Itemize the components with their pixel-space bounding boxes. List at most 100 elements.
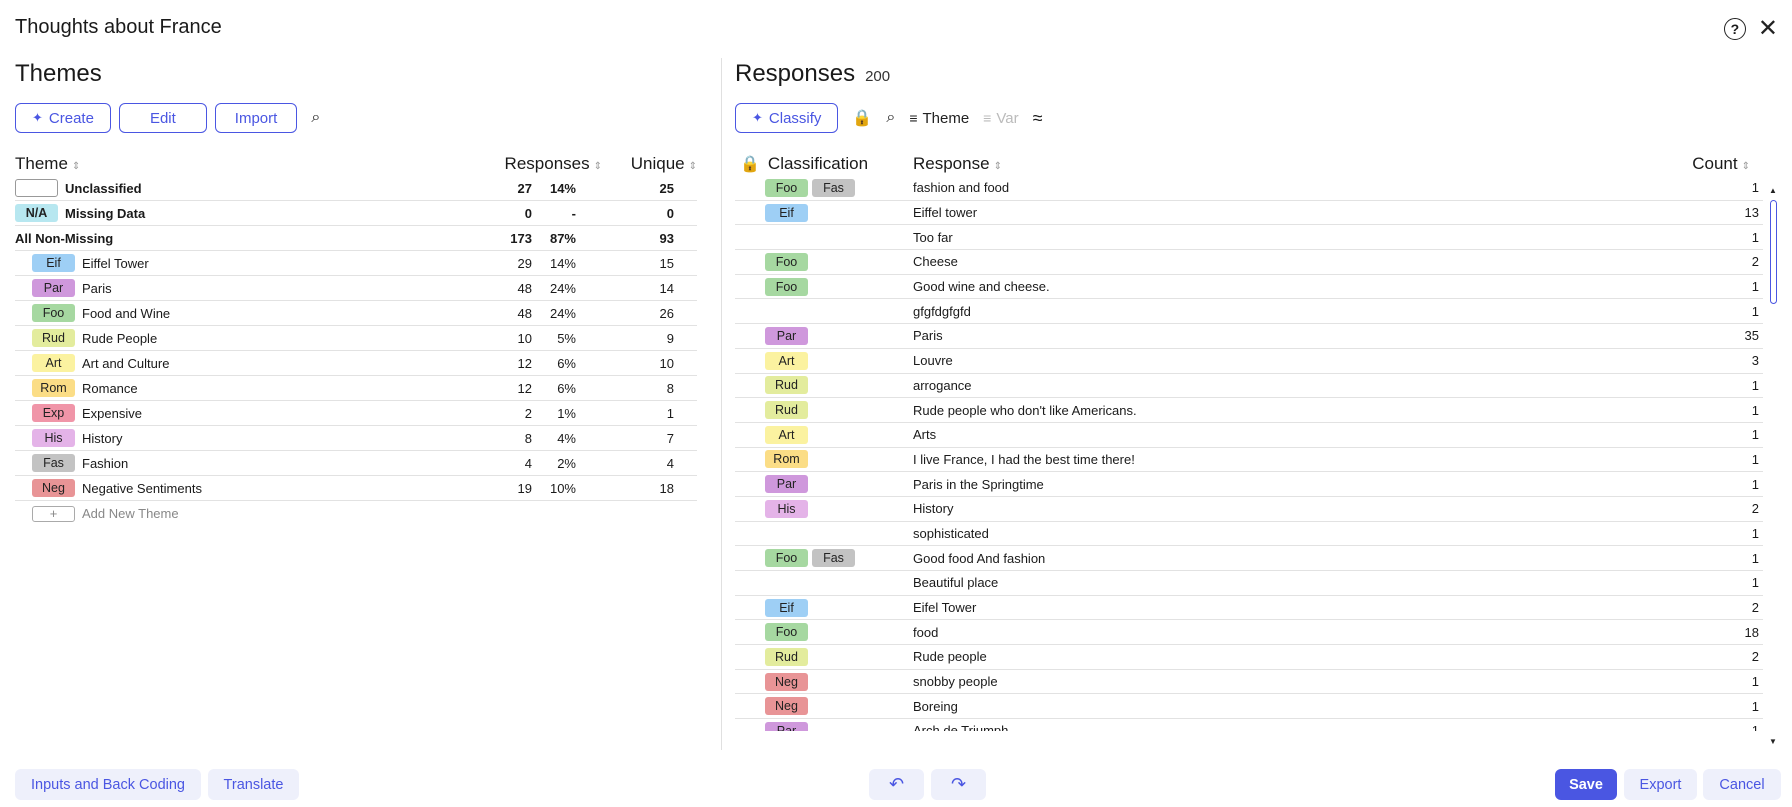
response-row[interactable]: Foo Cheese 2 bbox=[735, 250, 1763, 275]
theme-row[interactable]: Neg Negative Sentiments 19 10% 18 bbox=[15, 476, 697, 501]
var-filter[interactable]: ≡ Var bbox=[983, 110, 1018, 127]
classification-cell[interactable]: Rom bbox=[735, 450, 913, 469]
theme-unique-count: 8 bbox=[666, 380, 674, 396]
response-row[interactable]: Art Arts 1 bbox=[735, 423, 1763, 448]
help-icon[interactable]: ? bbox=[1723, 18, 1746, 40]
theme-row[interactable]: Rom Romance 12 6% 8 bbox=[15, 376, 697, 401]
response-row[interactable]: gfgfdgfgfd 1 bbox=[735, 299, 1763, 325]
unique-column-header[interactable]: Unique ⇕ bbox=[602, 154, 697, 174]
classification-cell[interactable]: Foo bbox=[735, 277, 913, 296]
classification-tag: Art bbox=[765, 425, 808, 444]
response-row[interactable]: Eif Eiffel tower 13 bbox=[735, 201, 1763, 226]
theme-row[interactable]: Par Paris 48 24% 14 bbox=[15, 276, 697, 301]
response-row[interactable]: Foo food 18 bbox=[735, 620, 1763, 646]
response-row[interactable]: Beautiful place 1 bbox=[735, 571, 1763, 596]
undo-button[interactable]: ↶ bbox=[869, 769, 924, 800]
count-column-header[interactable]: Count ⇕ bbox=[1673, 154, 1750, 174]
response-row[interactable]: Foo Fas fashion and food 1 bbox=[735, 176, 1763, 201]
response-row[interactable]: Art Louvre 3 bbox=[735, 349, 1763, 374]
theme-row[interactable]: Art Art and Culture 12 6% 10 bbox=[15, 351, 697, 376]
approx-icon[interactable]: ≈ bbox=[1032, 107, 1043, 128]
response-row[interactable]: Foo Good wine and cheese. 1 bbox=[735, 275, 1763, 300]
classification-cell[interactable]: Art bbox=[735, 351, 913, 370]
close-icon[interactable]: ✕ bbox=[1757, 15, 1778, 42]
classify-button[interactable]: ✦ Classify bbox=[735, 103, 839, 133]
response-column-header[interactable]: Response ⇕ bbox=[913, 154, 1673, 174]
classification-cell[interactable]: Foo bbox=[735, 252, 913, 271]
scroll-down-icon[interactable]: ▼ bbox=[1769, 737, 1777, 746]
theme-row[interactable]: Rud Rude People 10 5% 9 bbox=[15, 326, 697, 351]
lock-icon[interactable]: 🔒 bbox=[740, 156, 760, 173]
response-row[interactable]: Rom I live France, I had the best time th… bbox=[735, 448, 1763, 473]
themes-panel: Themes ✦ Create Edit Import ⌕ Theme ⇕ Res… bbox=[15, 60, 697, 526]
theme-name-cell: Fas Fashion bbox=[15, 454, 466, 472]
classification-cell[interactable]: Rud bbox=[735, 376, 913, 395]
cancel-button[interactable]: Cancel bbox=[1703, 769, 1781, 800]
sparkle-icon: ✦ bbox=[32, 110, 43, 125]
theme-column-header[interactable]: Theme ⇕ bbox=[15, 154, 504, 174]
responses-column-header[interactable]: Responses ⇕ bbox=[504, 154, 602, 174]
response-row[interactable]: Neg snobby people 1 bbox=[735, 670, 1763, 695]
summary-row[interactable]: N/A Missing Data 0 - 0 bbox=[15, 201, 697, 226]
response-row[interactable]: Rud Rude people who don't like Americans.… bbox=[735, 398, 1763, 423]
classification-cell[interactable]: Rud bbox=[735, 647, 913, 666]
classification-cell[interactable]: Par bbox=[735, 475, 913, 494]
classification-tag: Rud bbox=[765, 401, 808, 420]
classification-cell[interactable]: Eif bbox=[735, 598, 913, 617]
classification-cell[interactable]: Foo Fas bbox=[735, 549, 913, 568]
theme-name: Romance bbox=[82, 380, 138, 396]
classification-cell[interactable]: Foo bbox=[735, 623, 913, 642]
response-row[interactable]: Par Arch de Triumph 1 bbox=[735, 719, 1763, 731]
inputs-back-coding-button[interactable]: Inputs and Back Coding bbox=[15, 769, 201, 800]
theme-filter[interactable]: ≡ Theme bbox=[909, 110, 969, 127]
classification-cell[interactable]: Eif bbox=[735, 203, 913, 222]
responses-scrollbar[interactable]: ▲ ▼ bbox=[1768, 186, 1778, 746]
summary-row[interactable]: Unclassified 27 14% 25 bbox=[15, 176, 697, 201]
response-row[interactable]: Foo Fas Good food And fashion 1 bbox=[735, 546, 1763, 571]
response-row[interactable]: Rud Rude people 2 bbox=[735, 645, 1763, 670]
save-button[interactable]: Save bbox=[1555, 769, 1617, 800]
response-row[interactable]: Par Paris in the Springtime 1 bbox=[735, 472, 1763, 497]
top-icons: ? ✕ bbox=[1723, 15, 1778, 42]
lock-icon[interactable]: 🔒 bbox=[852, 110, 873, 127]
response-text: Cheese bbox=[913, 254, 958, 270]
edit-button[interactable]: Edit bbox=[118, 103, 207, 133]
classification-cell[interactable]: Foo Fas bbox=[735, 178, 913, 197]
classification-cell[interactable]: Par bbox=[735, 326, 913, 345]
redo-button[interactable]: ↷ bbox=[931, 769, 986, 800]
response-row[interactable]: Neg Boreing 1 bbox=[735, 694, 1763, 720]
theme-row[interactable]: Foo Food and Wine 48 24% 26 bbox=[15, 301, 697, 326]
import-button[interactable]: Import bbox=[214, 103, 298, 133]
theme-row[interactable]: Exp Expensive 2 1% 1 bbox=[15, 401, 697, 426]
theme-name-cell: His History bbox=[15, 429, 466, 447]
classification-cell[interactable]: Rud bbox=[735, 401, 913, 420]
classification-cell[interactable]: Par bbox=[735, 721, 913, 731]
add-new-theme[interactable]: + Add New Theme bbox=[15, 501, 697, 526]
classification-cell[interactable]: Neg bbox=[735, 672, 913, 691]
classification-column-header[interactable]: 🔒 Classification bbox=[735, 154, 913, 174]
response-row[interactable]: Rud arrogance 1 bbox=[735, 374, 1763, 399]
sparkle-icon: ✦ bbox=[752, 110, 763, 125]
response-row[interactable]: His History 2 bbox=[735, 497, 1763, 522]
create-button[interactable]: ✦ Create bbox=[15, 103, 111, 133]
theme-row[interactable]: His History 8 4% 7 bbox=[15, 426, 697, 451]
response-row[interactable]: sophisticated 1 bbox=[735, 522, 1763, 547]
summary-row[interactable]: All Non-Missing 173 87% 93 bbox=[15, 226, 697, 251]
response-row[interactable]: Too far 1 bbox=[735, 225, 1763, 251]
search-icon[interactable]: ⌕ bbox=[886, 109, 896, 126]
response-count: 2 bbox=[1751, 649, 1759, 665]
theme-row[interactable]: Fas Fashion 4 2% 4 bbox=[15, 451, 697, 476]
export-button[interactable]: Export bbox=[1624, 769, 1697, 800]
search-icon[interactable]: ⌕ bbox=[311, 109, 321, 126]
response-text: Arts bbox=[913, 427, 937, 443]
classification-cell[interactable]: Art bbox=[735, 425, 913, 444]
translate-button[interactable]: Translate bbox=[208, 769, 299, 800]
theme-row[interactable]: Eif Eiffel Tower 29 14% 15 bbox=[15, 251, 697, 276]
scroll-up-icon[interactable]: ▲ bbox=[1769, 186, 1777, 195]
response-row[interactable]: Eif Eifel Tower 2 bbox=[735, 596, 1763, 621]
response-row[interactable]: Par Paris 35 bbox=[735, 324, 1763, 349]
responses-list: Foo Fas fashion and food 1 Eif Eiffel tower 13… bbox=[735, 176, 1763, 731]
classification-cell[interactable]: His bbox=[735, 499, 913, 518]
classification-cell[interactable]: Neg bbox=[735, 697, 913, 716]
scroll-thumb[interactable] bbox=[1770, 200, 1777, 304]
